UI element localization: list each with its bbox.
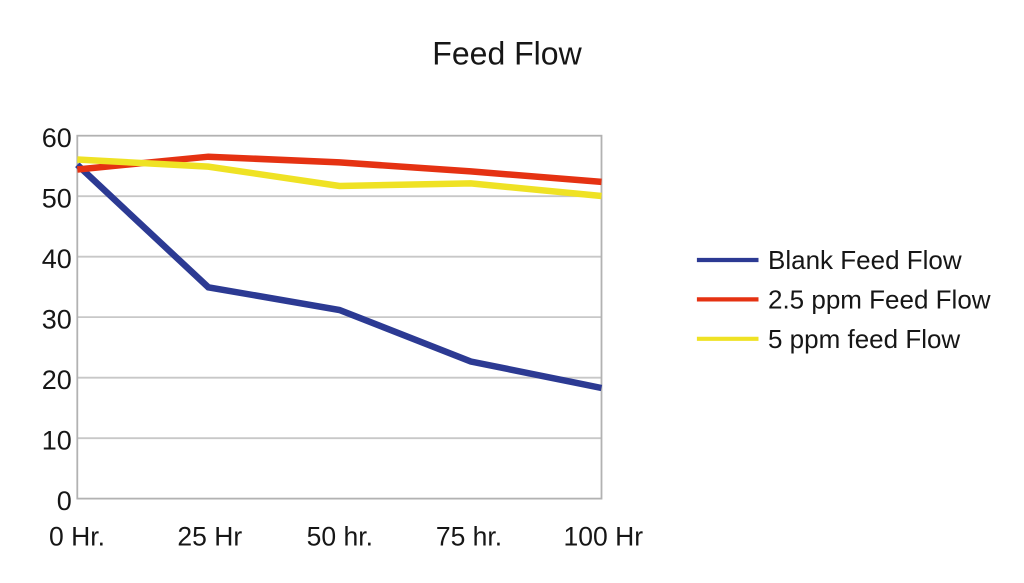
- svg-text:50 hr.: 50 hr.: [307, 522, 373, 552]
- svg-text:60: 60: [42, 123, 72, 153]
- svg-text:50: 50: [42, 183, 72, 213]
- svg-text:20: 20: [42, 365, 72, 395]
- svg-text:5 ppm feed Flow: 5 ppm feed Flow: [768, 324, 960, 354]
- svg-text:0 Hr.: 0 Hr.: [49, 522, 105, 552]
- svg-text:30: 30: [42, 304, 72, 334]
- svg-text:Blank Feed Flow: Blank Feed Flow: [768, 245, 962, 275]
- svg-text:0: 0: [57, 486, 72, 516]
- svg-text:40: 40: [42, 244, 72, 274]
- svg-text:75 hr.: 75 hr.: [436, 522, 502, 552]
- svg-text:100 Hr: 100 Hr: [564, 522, 644, 552]
- svg-text:Feed Flow: Feed Flow: [432, 36, 582, 72]
- svg-text:2.5 ppm Feed Flow: 2.5 ppm Feed Flow: [768, 284, 991, 314]
- svg-text:10: 10: [42, 425, 72, 455]
- svg-text:25 Hr: 25 Hr: [177, 522, 242, 552]
